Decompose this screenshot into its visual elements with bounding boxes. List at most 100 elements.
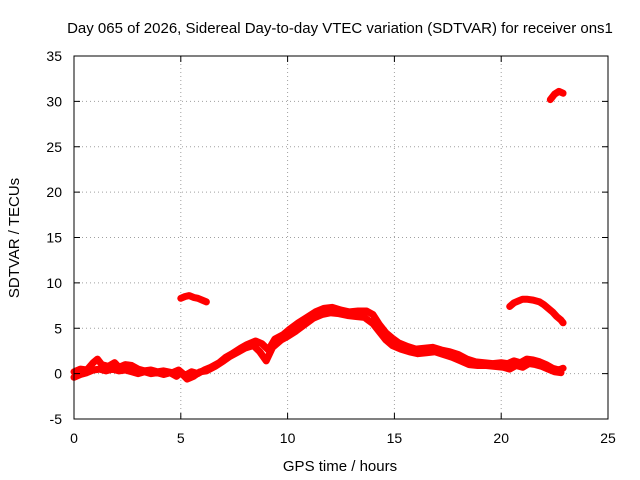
data-point-arc-near-21h [541,302,547,308]
data-point-secondary-band [236,349,241,355]
data-point-main-band [321,305,327,311]
data-point-main-band [370,312,376,318]
data-point-main-band [355,308,361,314]
y-tick-label: 25 [46,139,62,155]
y-tick-label: 20 [46,184,62,200]
data-point-secondary-band [221,358,226,364]
data-point-secondary-band [483,363,489,368]
data-point-arc-near-21h [511,300,517,306]
data-point-secondary-band [466,362,472,368]
data-point-secondary-band [278,337,284,343]
data-point-arc-near-5h [203,299,209,305]
y-tick-label: 30 [46,93,62,109]
data-point-secondary-band [161,372,167,377]
data-point-secondary-band [500,364,506,370]
data-point-secondary-band [167,370,173,376]
data-point-secondary-band [135,371,141,377]
data-point-secondary-band [293,328,299,334]
data-point-secondary-band [376,329,382,335]
data-point-secondary-band [423,350,429,356]
data-point-secondary-band [458,358,464,364]
data-point-secondary-band [389,343,395,348]
data-point-secondary-band [197,369,203,375]
data-point-secondary-band [532,362,538,368]
data-point-arc-near-22h [560,90,566,96]
x-axis-label: GPS time / hours [283,458,397,475]
data-series [70,87,567,383]
data-point-secondary-band [109,366,115,372]
data-point-secondary-band [475,363,481,368]
data-point-arc-near-21h [550,309,555,315]
y-tick-label: -5 [50,411,63,427]
data-point-secondary-band [154,370,160,376]
data-point-main-band [95,356,100,362]
data-point-secondary-band [90,367,96,373]
data-point-secondary-band [319,312,325,318]
grid-lines [74,56,608,419]
data-point-secondary-band [520,364,526,370]
data-point-secondary-band [370,321,376,327]
data-point-secondary-band [336,311,342,317]
x-tick-label: 15 [387,430,403,446]
data-point-secondary-band [178,370,184,376]
data-point-main-band [90,360,96,366]
data-point-secondary-band [191,373,197,379]
data-point-arc-near-5h [186,293,192,299]
data-point-secondary-band [97,366,103,372]
y-axis-label: SDTVAR / TECUs [6,178,23,298]
data-point-arc-near-21h [507,304,513,309]
data-point-secondary-band [406,349,412,355]
data-point-arc-near-21h [530,297,536,303]
y-tick-label: 10 [46,275,62,291]
data-point-arc-near-21h [560,320,566,326]
data-point-arc-near-21h [520,296,526,302]
data-point-secondary-band [492,363,498,369]
data-point-secondary-band [212,363,218,369]
data-point-main-band [389,335,395,341]
y-tick-label: 5 [54,320,62,336]
y-tick-label: 35 [46,48,62,64]
data-point-secondary-band [545,366,551,372]
data-point-main-band [77,366,83,372]
data-point-secondary-band [539,363,545,369]
data-point-arc-near-22h [547,97,553,103]
data-point-secondary-band [327,310,333,316]
data-point-main-band [330,304,335,310]
data-point-secondary-band [77,372,83,377]
data-point-secondary-band [285,333,291,339]
data-point-secondary-band [552,369,558,375]
data-point-secondary-band [362,314,367,320]
x-tick-label: 5 [177,430,185,446]
data-point-secondary-band [184,376,190,382]
data-point-arc-near-21h [554,314,560,319]
axis-ticks: 0 5 10 15 20 25 -5 0 5 10 15 20 25 30 35 [46,48,616,446]
data-point-secondary-band [257,349,263,355]
data-point-arc-near-22h [556,88,562,94]
y-tick-label: 15 [46,230,62,246]
chart-title: Day 065 of 2026, Sidereal Day-to-day VTE… [67,20,613,37]
y-tick-label: 0 [54,366,62,382]
data-point-arc-near-5h [199,297,205,303]
data-point-secondary-band [116,368,122,374]
data-point-secondary-band [441,352,446,358]
data-point-secondary-band [344,313,350,318]
data-point-secondary-band [398,346,404,352]
data-point-secondary-band [526,361,532,367]
data-point-arc-near-5h [182,294,188,299]
data-point-secondary-band [84,370,90,376]
data-point-main-band [259,341,265,347]
data-point-secondary-band [383,337,389,343]
data-point-main-band [122,362,128,368]
data-point-secondary-band [227,353,233,359]
data-point-secondary-band [507,366,513,372]
data-point-arc-near-5h [191,294,197,300]
data-point-secondary-band [250,343,256,348]
data-point-main-band [295,320,301,326]
data-point-arc-near-21h [524,296,530,302]
data-point-secondary-band [558,370,564,376]
data-point-secondary-band [513,363,519,368]
data-point-secondary-band [103,368,109,374]
data-point-main-band [112,360,118,366]
data-point-secondary-band [353,314,359,319]
